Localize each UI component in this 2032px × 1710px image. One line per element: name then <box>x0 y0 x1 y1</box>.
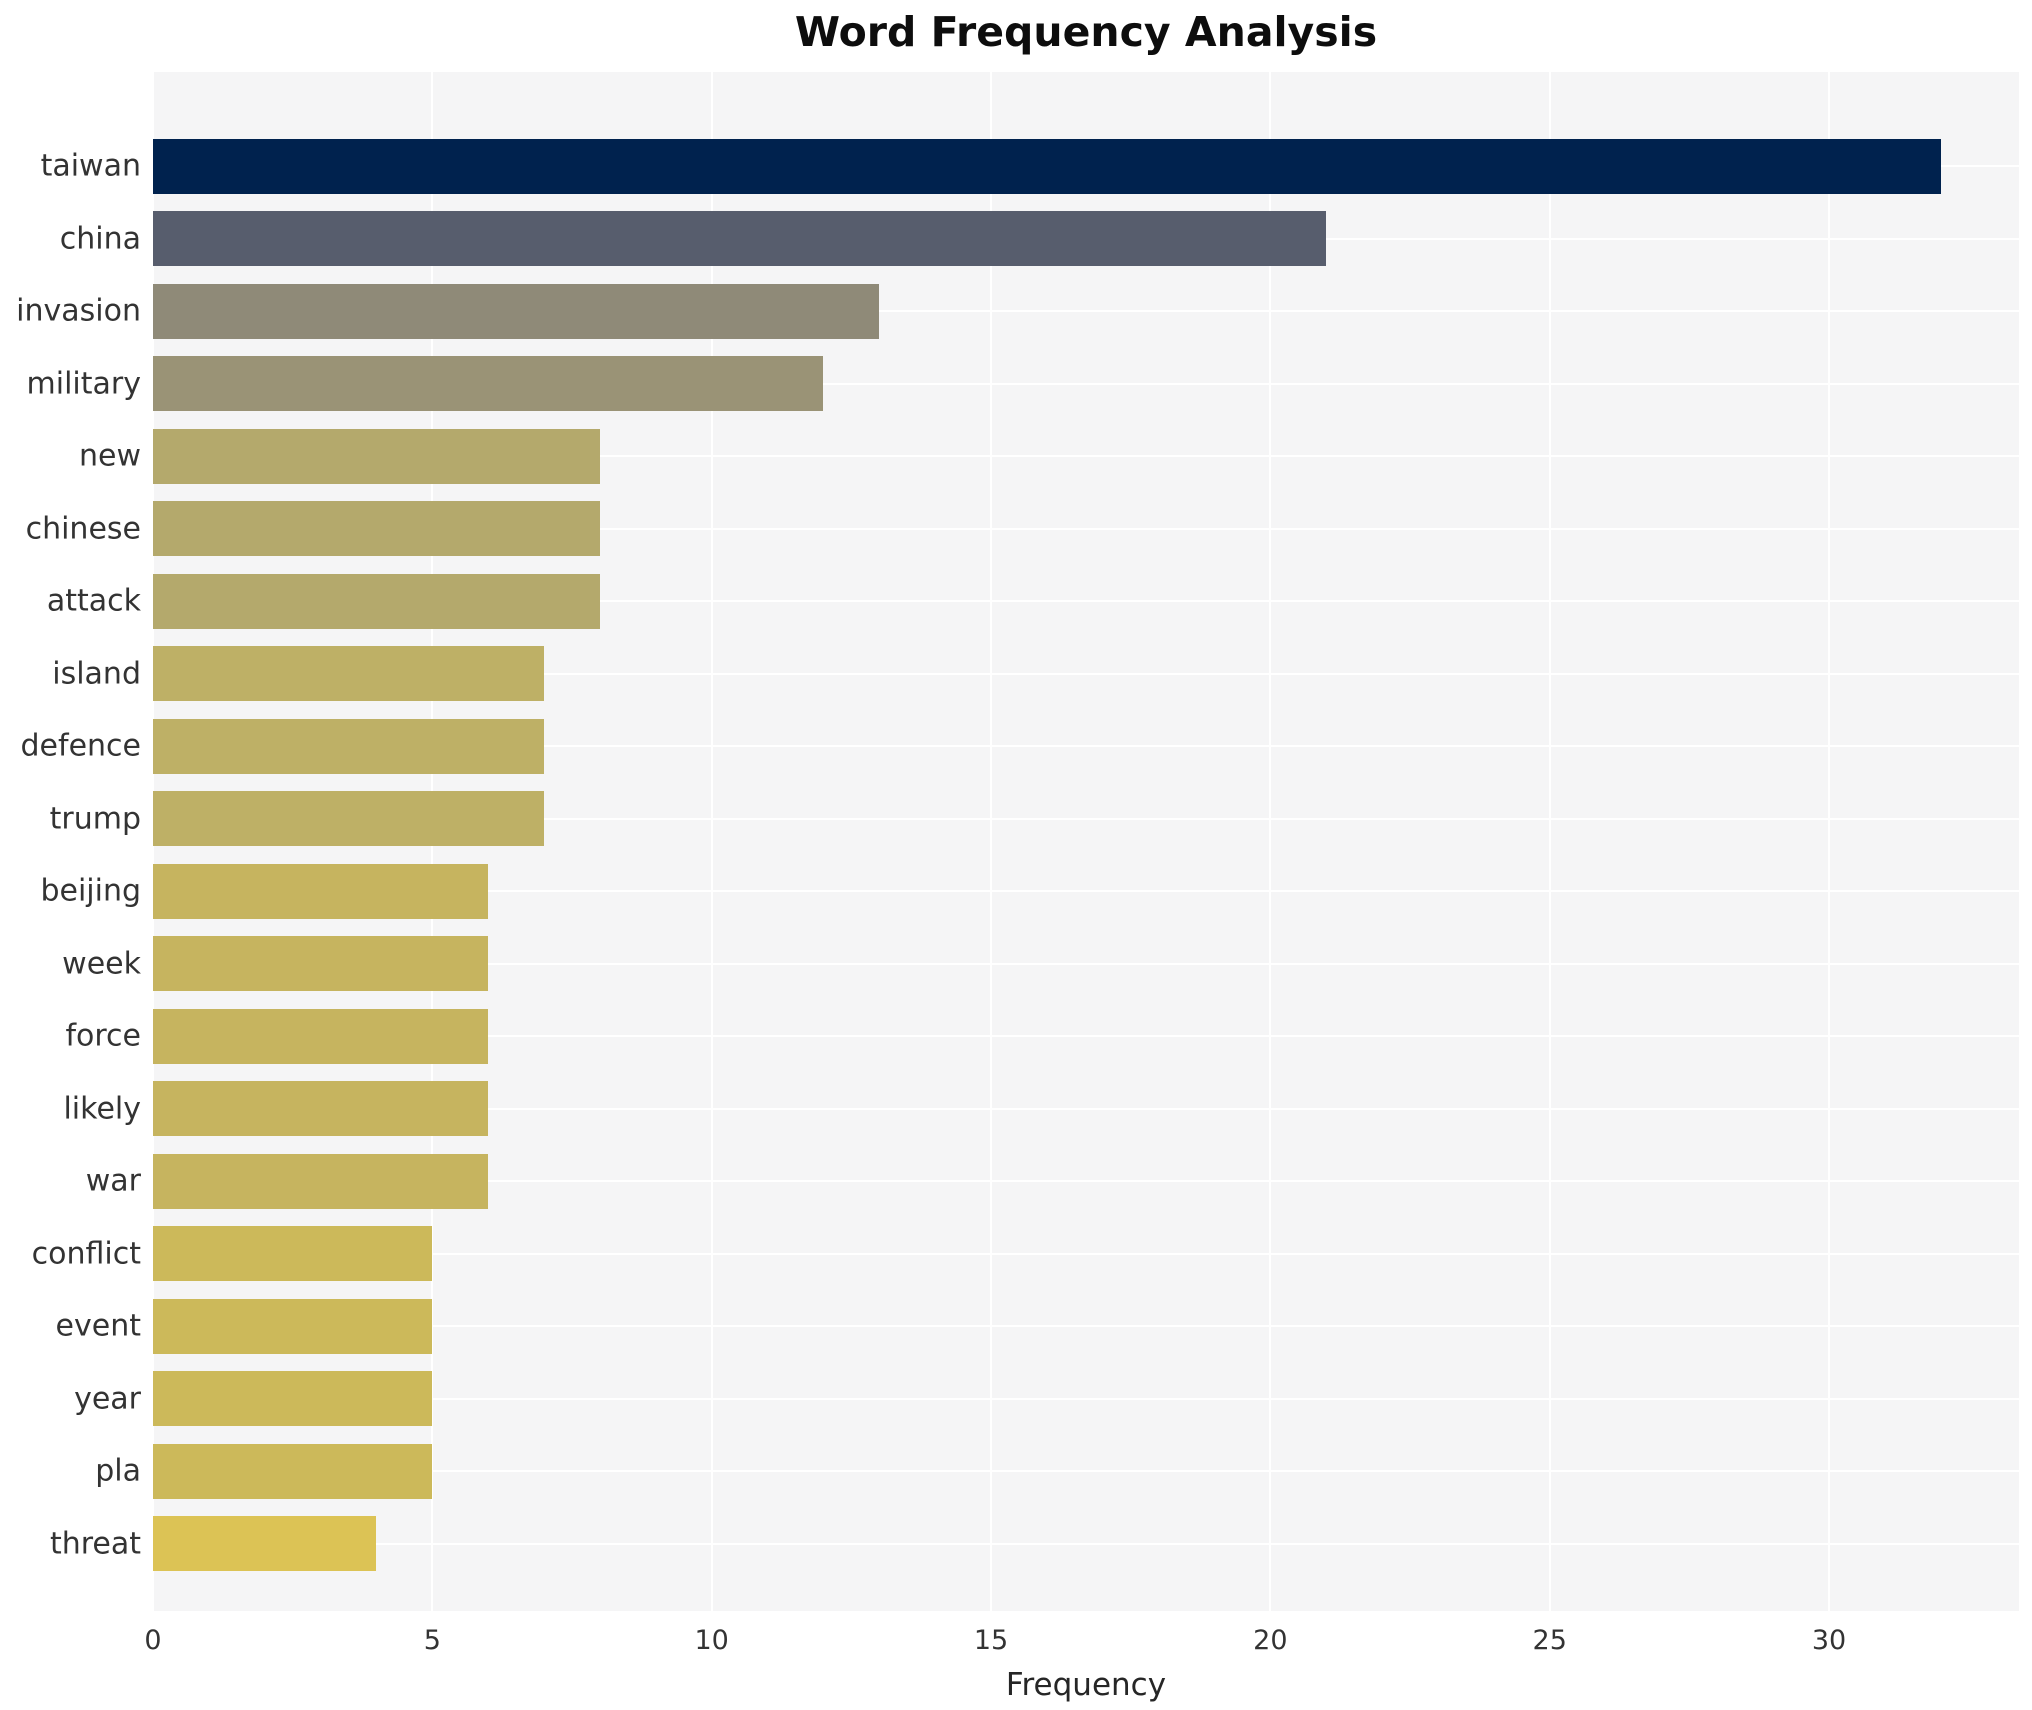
bar-row: invasion <box>16 275 2019 348</box>
y-tick-label: week <box>62 946 141 982</box>
bar <box>153 1226 433 1282</box>
y-tick-label: force <box>65 1018 141 1054</box>
bar-row: threat <box>50 1508 2019 1581</box>
bar <box>153 646 545 702</box>
y-tick-label: china <box>59 221 141 257</box>
v-gridline <box>1548 72 1551 1611</box>
x-tick-label: 5 <box>423 1625 441 1656</box>
bar <box>153 211 1327 267</box>
y-tick-label: likely <box>63 1091 141 1127</box>
x-tick-label: 10 <box>694 1625 729 1656</box>
y-tick-label: military <box>26 366 141 402</box>
bar <box>153 1153 489 1209</box>
bar <box>153 1081 489 1137</box>
y-tick-label: war <box>85 1163 141 1199</box>
bar <box>153 1443 433 1499</box>
bar-row: new <box>79 420 2019 493</box>
y-tick-label: threat <box>49 1526 141 1562</box>
bar-row: year <box>74 1363 2019 1436</box>
h-gridline <box>153 672 2019 675</box>
v-gridline <box>990 72 993 1611</box>
h-gridline <box>153 1180 2019 1183</box>
bar-row: war <box>86 1145 2019 1218</box>
x-tick-label: 30 <box>1811 1625 1847 1656</box>
bar-row: trump <box>50 783 2019 856</box>
y-tick-label: defence <box>20 728 141 764</box>
h-gridline <box>153 455 2019 458</box>
y-tick-label: island <box>52 656 141 692</box>
chart-title: Word Frequency Analysis <box>794 8 1378 56</box>
y-tick-label: new <box>78 438 141 474</box>
y-tick-label: invasion <box>16 293 141 329</box>
h-gridline <box>153 817 2019 820</box>
h-gridline <box>153 890 2019 893</box>
h-gridline <box>153 1470 2019 1473</box>
bar-row: force <box>65 1000 2019 1073</box>
y-tick-label: year <box>74 1381 141 1417</box>
h-gridline <box>153 310 2019 313</box>
x-tick-label: 25 <box>1532 1625 1567 1656</box>
y-tick-label: pla <box>95 1453 141 1489</box>
bar-row: chinese <box>26 493 2019 566</box>
bar-row: pla <box>95 1435 2019 1508</box>
bar-row: conflict <box>32 1218 2019 1291</box>
bar <box>153 863 489 919</box>
x-tick-label: 0 <box>144 1625 162 1656</box>
bar-row: china <box>60 203 2019 276</box>
v-gridline <box>1828 72 1831 1611</box>
h-gridline <box>153 1397 2019 1400</box>
bar <box>153 936 489 992</box>
y-tick-label: event <box>55 1308 141 1344</box>
bar-row: attack <box>47 565 2019 638</box>
bar-row: likely <box>63 1073 2019 1146</box>
h-gridline <box>153 1107 2019 1110</box>
h-gridline <box>153 962 2019 965</box>
bars-container: taiwan china invasion military new chinese att… <box>16 72 2019 1611</box>
bar <box>153 1008 489 1064</box>
v-gridline <box>710 72 713 1611</box>
bar-row: island <box>52 638 2019 711</box>
bar <box>153 501 600 557</box>
bar <box>153 428 600 484</box>
bar <box>153 573 600 629</box>
bar-row: military <box>27 348 2019 421</box>
plot-area: taiwan china invasion military new chinese att… <box>16 72 2019 1703</box>
bar <box>153 1516 377 1572</box>
v-gridline <box>1269 72 1272 1611</box>
h-gridline <box>153 382 2019 385</box>
h-gridline <box>153 745 2019 748</box>
h-gridline <box>153 1252 2019 1255</box>
y-tick-label: taiwan <box>40 148 141 184</box>
x-axis-label: Frequency <box>1005 1667 1167 1703</box>
bar <box>153 1298 433 1354</box>
y-tick-label: chinese <box>25 511 141 547</box>
h-gridline <box>153 527 2019 530</box>
bar <box>153 283 880 339</box>
bar-row: week <box>62 928 2019 1001</box>
y-tick-label: beijing <box>40 873 141 909</box>
bar <box>153 791 545 847</box>
y-tick-label: attack <box>46 583 141 619</box>
bar-row: taiwan <box>41 130 2019 203</box>
y-tick-label: conflict <box>31 1236 141 1272</box>
bar <box>153 1371 433 1427</box>
x-tick-label: 20 <box>1253 1625 1288 1656</box>
bar <box>153 356 824 412</box>
h-gridline <box>153 600 2019 603</box>
h-gridline <box>153 1325 2019 1328</box>
bar <box>153 138 1941 194</box>
bar-row: event <box>56 1290 2019 1363</box>
bar-row: beijing <box>40 855 2019 928</box>
h-gridline <box>153 1542 2019 1545</box>
h-gridline <box>153 1035 2019 1038</box>
x-tick-label: 15 <box>973 1625 1009 1656</box>
y-tick-label: trump <box>49 801 141 837</box>
bar <box>153 718 545 774</box>
bar-row: defence <box>21 710 2019 783</box>
